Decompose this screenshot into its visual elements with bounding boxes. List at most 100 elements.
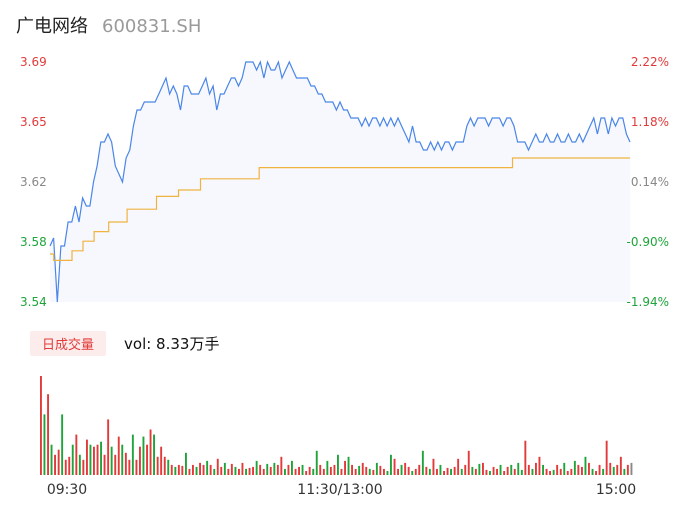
- volume-bar: [248, 467, 251, 475]
- volume-bar: [188, 468, 191, 475]
- volume-bar: [61, 414, 64, 475]
- volume-bar: [124, 452, 127, 475]
- volume-bar: [234, 466, 237, 475]
- y-left-tick: 3.65: [20, 115, 47, 129]
- volume-bar: [75, 434, 78, 475]
- volume-bar: [195, 466, 198, 475]
- volume-bar: [298, 466, 300, 475]
- volume-bar: [223, 462, 226, 475]
- volume-bar: [581, 466, 583, 475]
- volume-bar: [482, 462, 484, 475]
- volume-bar: [390, 454, 392, 475]
- volume-bar: [47, 394, 49, 475]
- volume-bar: [308, 466, 311, 475]
- volume-bar: [623, 468, 626, 475]
- volume-bar: [121, 444, 124, 475]
- volume-bar: [153, 434, 155, 475]
- volume-bar: [538, 456, 541, 475]
- volume-bar: [563, 462, 566, 475]
- volume-bar: [276, 464, 279, 475]
- volume-bar: [436, 468, 438, 475]
- volume-bar: [616, 464, 619, 475]
- volume-bar: [337, 454, 339, 475]
- volume-bar: [588, 462, 590, 475]
- volume-bar: [354, 468, 357, 475]
- volume-bar: [347, 456, 350, 475]
- volume-bar: [630, 462, 633, 475]
- volume-bar: [117, 436, 120, 475]
- volume-bar: [245, 468, 247, 475]
- y-right-tick: 1.18%: [631, 115, 669, 129]
- volume-bar: [110, 446, 113, 475]
- volume-bar: [107, 419, 110, 475]
- volume-bar: [213, 468, 216, 475]
- volume-bar: [160, 446, 163, 475]
- x-tick: 15:00: [596, 482, 636, 498]
- volume-bar: [220, 466, 223, 475]
- volume-bar: [407, 466, 410, 475]
- volume-bar: [535, 462, 537, 475]
- volume-bar: [432, 458, 435, 475]
- volume-bar: [386, 471, 389, 475]
- volume-bar: [340, 468, 343, 475]
- volume-bar: [393, 458, 396, 475]
- volume-bar: [89, 444, 92, 475]
- volume-bar: [114, 454, 117, 475]
- volume-bar: [149, 429, 152, 475]
- volume-bar: [414, 468, 417, 475]
- volume-bar: [510, 464, 513, 475]
- volume-bar: [464, 464, 467, 475]
- volume-bar: [496, 468, 498, 475]
- volume-bar: [489, 471, 491, 475]
- volume-bar: [40, 376, 42, 475]
- volume-bar: [478, 463, 481, 475]
- volume-bar: [255, 460, 258, 475]
- volume-bar: [404, 462, 407, 475]
- volume-bar: [262, 468, 265, 475]
- volume-bar: [418, 464, 421, 475]
- volume-bar: [556, 464, 559, 475]
- y-right-tick: 0.14%: [631, 175, 669, 189]
- volume-bar: [453, 466, 456, 475]
- volume-bar: [273, 462, 276, 475]
- volume-bar: [319, 464, 322, 475]
- volume-bar: [595, 471, 597, 475]
- volume-value: vol: 8.33万手: [124, 334, 220, 353]
- volume-bar: [50, 444, 53, 475]
- volume-bar: [192, 464, 194, 475]
- volume-tab[interactable]: 日成交量: [30, 330, 107, 356]
- volume-bar: [379, 465, 382, 475]
- y-right-tick: -1.94%: [627, 295, 669, 309]
- volume-bar: [602, 468, 605, 475]
- volume-bar: [549, 471, 551, 475]
- volume-bar: [609, 462, 612, 475]
- volume-bar: [202, 464, 205, 475]
- volume-bar: [181, 465, 184, 475]
- volume-bar: [421, 450, 424, 475]
- volume-bar: [128, 459, 131, 475]
- volume-bar: [103, 454, 106, 475]
- volume-bar: [552, 469, 555, 475]
- volume-bar: [100, 441, 102, 475]
- volume-bar: [230, 463, 233, 475]
- volume-bar: [383, 468, 385, 475]
- volume-bar: [131, 434, 134, 475]
- volume-bar: [542, 464, 544, 475]
- volume-bar: [626, 464, 629, 475]
- volume-bar: [559, 468, 562, 475]
- volume-bar: [411, 471, 414, 475]
- volume-bar: [474, 468, 477, 475]
- volume-bar: [513, 468, 516, 475]
- volume-bar: [280, 456, 283, 475]
- volume-bar: [527, 464, 530, 475]
- volume-bar: [174, 466, 177, 475]
- volume-bar: [294, 468, 297, 475]
- volume-bar: [216, 458, 219, 475]
- volume-bar: [284, 468, 286, 475]
- volume-bar: [492, 466, 495, 475]
- y-left-tick: 3.54: [20, 295, 47, 309]
- volume-bar: [146, 444, 148, 475]
- volume-bar: [96, 444, 99, 475]
- volume-bar: [344, 460, 346, 475]
